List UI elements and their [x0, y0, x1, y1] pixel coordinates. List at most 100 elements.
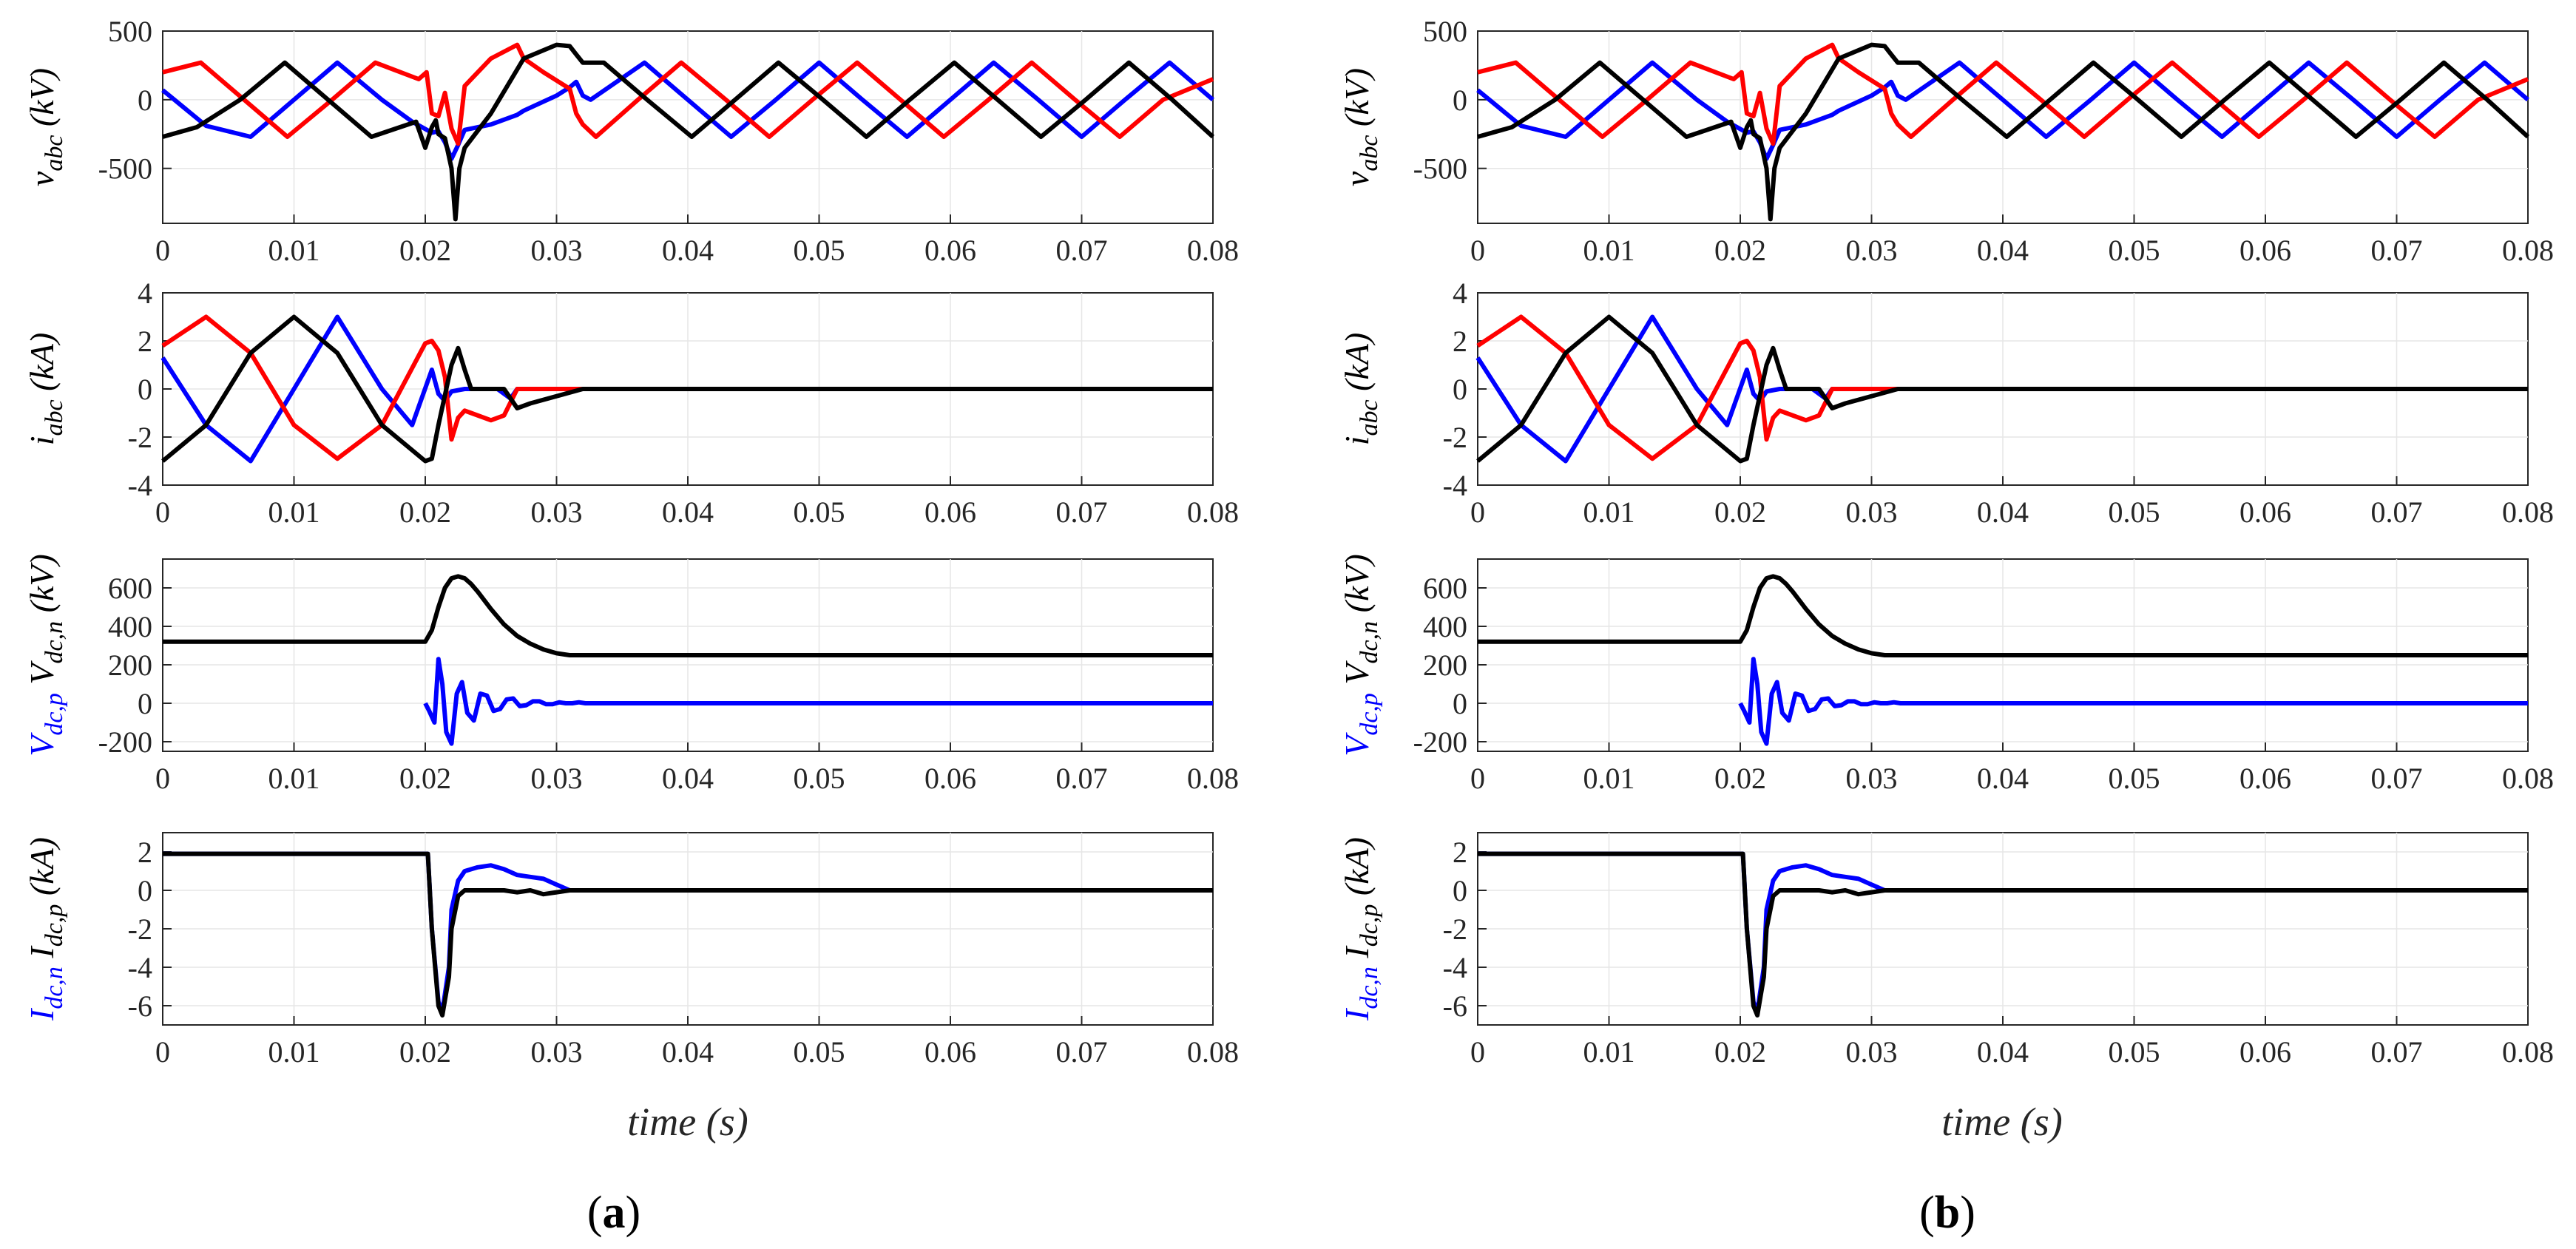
- y-axis-label-subscript: dc,n: [1356, 967, 1383, 1009]
- x-tick-label: 0.05: [2109, 1035, 2160, 1069]
- plot-b-idc: 0 0.01 0.02 0.03 0.04 0.05 0.06 0.07 0.08 -6 -4 -2 0…: [1338, 832, 2554, 1069]
- x-tick-label: 0.06: [2239, 762, 2291, 795]
- y-tick-label: 4: [1453, 277, 1467, 310]
- x-tick-label: 0.01: [1583, 1035, 1635, 1069]
- y-tick-label: 200: [108, 649, 152, 682]
- y-tick-label: -2: [128, 421, 152, 454]
- y-axis-label-subscript: dc,p: [1356, 693, 1383, 736]
- y-tick-label: -2: [128, 913, 152, 946]
- y-axis-label-subscript: abc: [1356, 399, 1383, 436]
- y-axis-label: Vdc,p​ Vdc,n​ (kV): [23, 554, 68, 756]
- x-tick-label: 0.03: [1846, 234, 1898, 267]
- x-tick-label: 0.06: [924, 1035, 976, 1069]
- y-axis-label-part: V: [23, 732, 61, 756]
- y-tick-label: -200: [98, 725, 152, 759]
- y-tick-label: 2: [138, 325, 152, 358]
- x-tick-label: 0.03: [531, 234, 583, 267]
- y-axis-label: vabc​ (kV): [1338, 68, 1383, 186]
- y-tick-label: 500: [1423, 15, 1467, 48]
- x-tick-label: 0.03: [531, 495, 583, 529]
- y-axis-label-part: (kV): [23, 554, 61, 621]
- y-tick-label: 400: [1423, 610, 1467, 643]
- series-ib: [1476, 314, 2528, 461]
- x-tick-label: 0.04: [1977, 234, 2029, 267]
- x-tick-label: 0.04: [1977, 762, 2029, 795]
- y-tick-label: 2: [138, 836, 152, 869]
- y-axis-label-part: I: [23, 945, 61, 967]
- x-tick-label: 0.01: [268, 1035, 320, 1069]
- y-axis-label-subscript: dc,n: [41, 967, 68, 1009]
- plot-a-vabc: 0 0.01 0.02 0.03 0.04 0.05 0.06 0.07 0.08 -500 0 50…: [23, 15, 1239, 267]
- y-tick-label: -2: [1443, 913, 1467, 946]
- y-axis-label: vabc​ (kV): [23, 68, 68, 186]
- y-axis-label-part: (kV): [1338, 68, 1376, 135]
- x-tick-label: 0.03: [531, 1035, 583, 1069]
- x-tick-label: 0.05: [794, 234, 845, 267]
- y-tick-label: 0: [138, 373, 152, 406]
- y-tick-label: 600: [1423, 572, 1467, 605]
- x-tick-label: 0.06: [2239, 495, 2291, 529]
- series-Vdcp: [423, 657, 1213, 746]
- x-tick-label: 0.08: [1187, 234, 1239, 267]
- x-tick-label: 0.04: [662, 234, 714, 267]
- x-tick-label: 0.06: [924, 762, 976, 795]
- series-ic: [1476, 314, 2528, 464]
- x-tick-label: 0.08: [1187, 762, 1239, 795]
- y-axis-label-subscript: abc: [41, 399, 68, 436]
- y-tick-label: -4: [128, 469, 152, 502]
- y-tick-label: 2: [1453, 836, 1467, 869]
- y-tick-label: 0: [1453, 874, 1467, 907]
- y-axis-label: Vdc,p​ Vdc,n​ (kV): [1338, 554, 1383, 756]
- x-tick-label: 0.04: [1977, 495, 2029, 529]
- y-axis-label-part: V: [1338, 660, 1376, 694]
- x-tick-label: 0.01: [1583, 495, 1635, 529]
- caption-b-close: ): [1960, 1188, 1975, 1238]
- y-axis-label-subscript: abc: [41, 135, 68, 172]
- x-tick-label: 0.04: [662, 1035, 714, 1069]
- x-tick-label: 0: [1470, 495, 1485, 529]
- x-tick-label: 0.03: [1846, 1035, 1898, 1069]
- y-axis-label-part: I: [1338, 945, 1376, 967]
- y-tick-label: 0: [138, 84, 152, 117]
- y-axis-label-part: (kA): [1338, 837, 1376, 904]
- y-tick-label: 2: [1453, 325, 1467, 358]
- x-tick-label: 0.07: [2371, 762, 2423, 795]
- y-tick-label: -500: [98, 152, 152, 186]
- x-tick-label: 0.08: [2502, 1035, 2554, 1069]
- x-tick-label: 0.08: [2502, 762, 2554, 795]
- caption-a-open: (: [587, 1188, 603, 1238]
- x-tick-label: 0: [155, 495, 170, 529]
- x-tick-label: 0.02: [1714, 1035, 1766, 1069]
- x-tick-label: 0.07: [1056, 234, 1108, 267]
- x-tick-label: 0.03: [1846, 762, 1898, 795]
- y-tick-label: 0: [1453, 373, 1467, 406]
- x-tick-label: 0.06: [2239, 1035, 2291, 1069]
- y-tick-label: 0: [1453, 84, 1467, 117]
- y-tick-label: -2: [1443, 421, 1467, 454]
- y-axis-label-subscript: dc,p: [41, 693, 68, 736]
- y-axis-label-part: (kA): [23, 837, 61, 904]
- caption-a: (a): [587, 1188, 640, 1238]
- plot-a-idc: 0 0.01 0.02 0.03 0.04 0.05 0.06 0.07 0.08 -6 -4 -2 0…: [23, 832, 1239, 1069]
- x-axis-label-a: time (s): [627, 1100, 748, 1144]
- y-tick-label: -4: [1443, 469, 1467, 502]
- x-tick-label: 0.07: [1056, 762, 1108, 795]
- series-Vdcn: [1478, 574, 2528, 657]
- x-tick-label: 0: [155, 234, 170, 267]
- series-vc: [1477, 42, 2530, 222]
- x-tick-label: 0: [155, 762, 170, 795]
- y-tick-label: -200: [1413, 725, 1467, 759]
- x-tick-label: 0.02: [399, 495, 451, 529]
- x-tick-label: 0.02: [1714, 234, 1766, 267]
- series-vb: [1477, 42, 2529, 146]
- caption-b: (b): [1919, 1188, 1975, 1238]
- y-tick-label: -6: [128, 989, 152, 1023]
- y-axis-label-part: i: [23, 436, 61, 445]
- x-tick-label: 0.06: [2239, 234, 2291, 267]
- series-Vdcn: [163, 574, 1213, 657]
- y-tick-label: -6: [1443, 989, 1467, 1023]
- x-tick-label: 0.03: [531, 762, 583, 795]
- y-axis-label-part: (kV): [23, 68, 61, 135]
- y-axis-label-part: (kV): [1338, 554, 1376, 621]
- x-tick-label: 0.06: [924, 234, 976, 267]
